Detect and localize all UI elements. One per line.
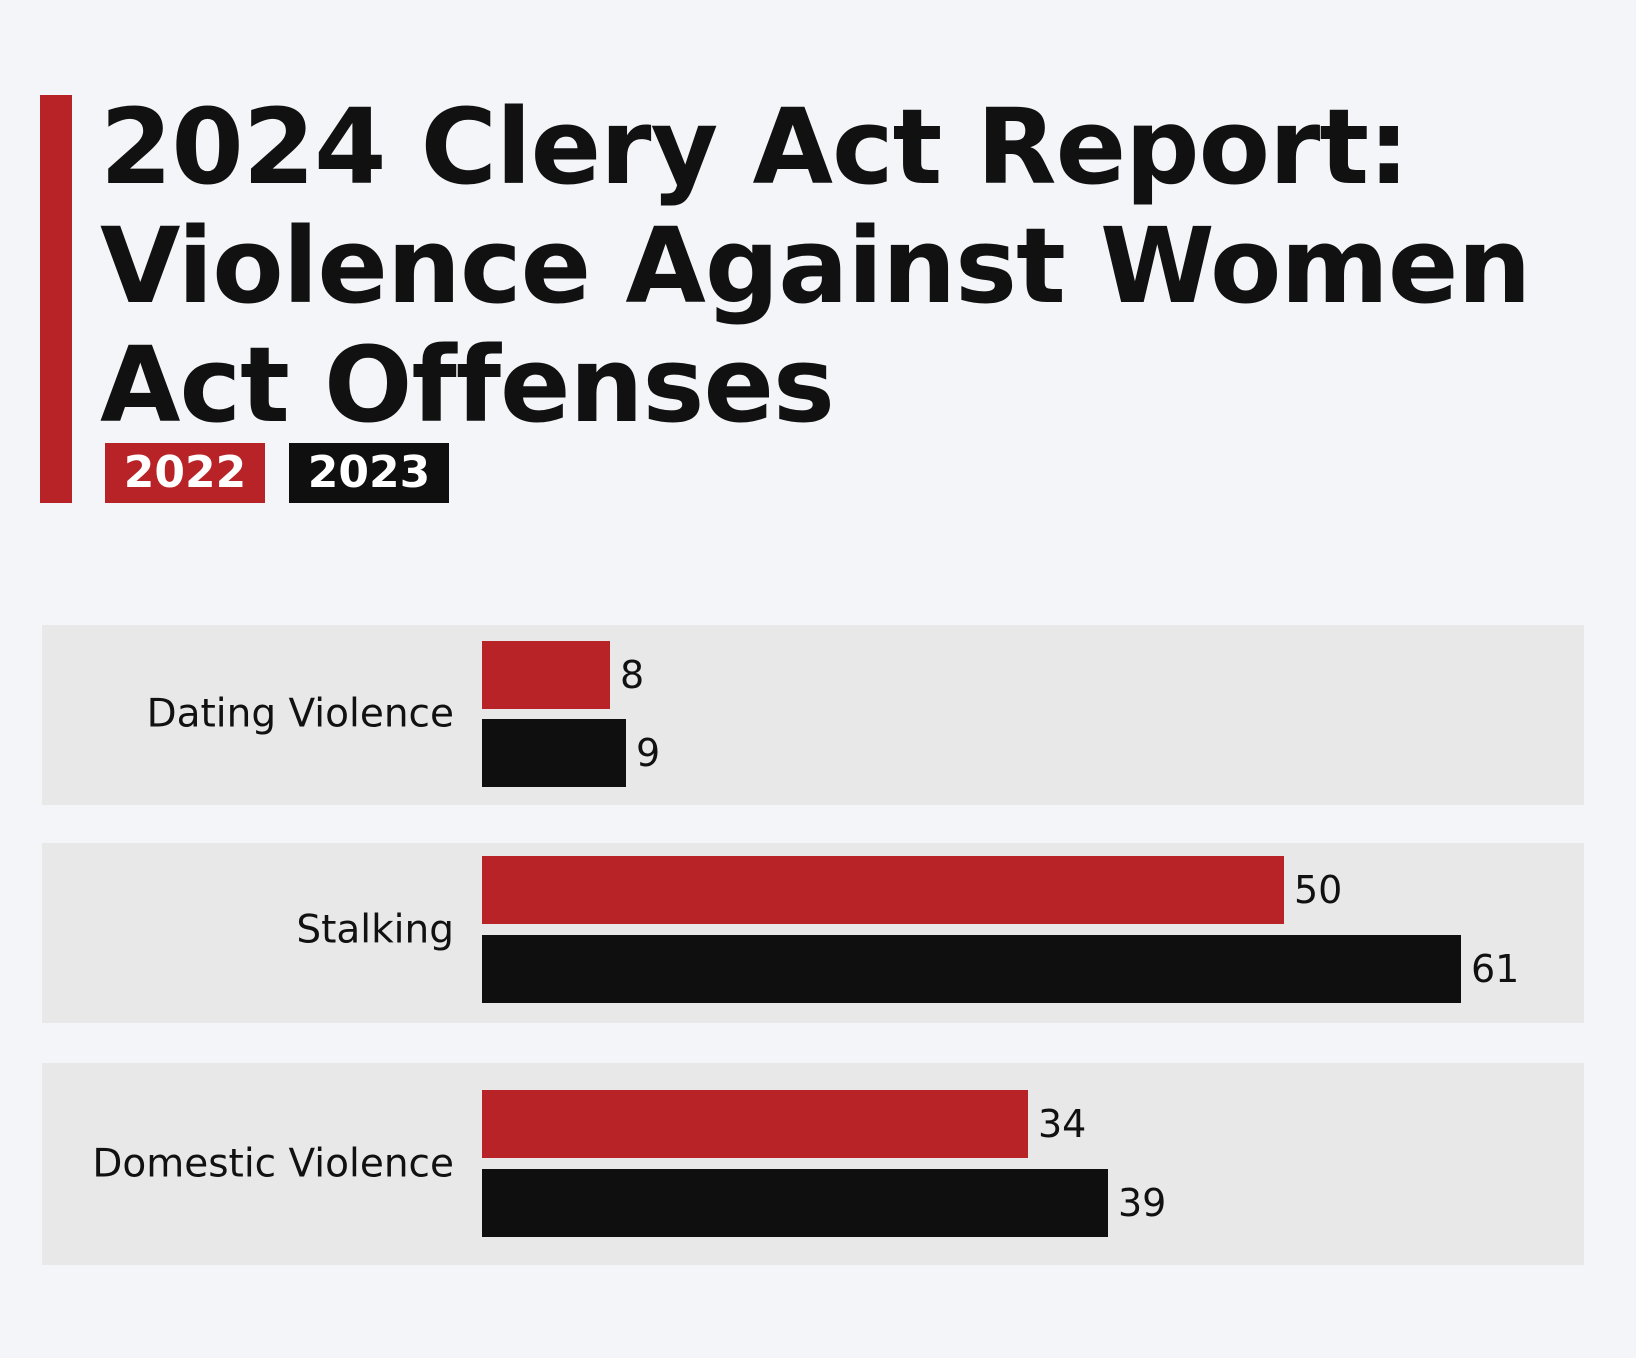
chart-title-line-2: Violence Against Women [100,205,1531,327]
chart-title: 2024 Clery Act Report: Violence Against … [100,88,1620,445]
bar-stalking-2023 [482,935,1461,1003]
value-label-stalking-2022: 50 [1294,868,1343,912]
category-label-dating-violence: Dating Violence [146,691,454,737]
chart-title-line-3: Act Offenses [100,324,835,446]
value-label-dating-violence-2022: 8 [620,653,645,697]
category-band-dating-violence [42,625,1584,805]
value-label-dating-violence-2023: 9 [636,731,661,775]
category-label-domestic-violence: Domestic Violence [92,1141,454,1186]
bar-stalking-2022 [482,856,1284,924]
chart-title-line-1: 2024 Clery Act Report: [100,86,1410,208]
title-accent-bar [40,95,72,503]
bar-dating-violence-2023 [482,719,626,787]
category-label-stalking: Stalking [296,907,454,952]
bar-domestic-violence-2022 [482,1090,1028,1158]
value-label-domestic-violence-2023: 39 [1118,1181,1167,1225]
bar-dating-violence-2022 [482,641,610,709]
bar-domestic-violence-2023 [482,1169,1108,1237]
legend-chip-2023: 2023 [289,443,449,503]
legend-chip-2022: 2022 [105,443,265,503]
value-label-stalking-2023: 61 [1471,947,1520,991]
value-label-domestic-violence-2022: 34 [1038,1102,1087,1146]
